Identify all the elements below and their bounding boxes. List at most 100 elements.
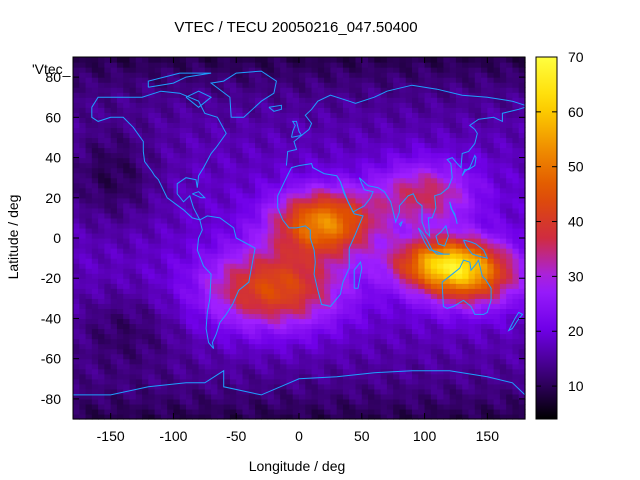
heatmap-cell — [512, 348, 520, 355]
heatmap-cell — [248, 147, 256, 154]
heatmap-cell — [342, 373, 350, 380]
heatmap-cell — [85, 378, 93, 385]
heatmap-cell — [374, 383, 382, 390]
heatmap-cell — [317, 253, 325, 259]
heatmap-cell — [123, 333, 131, 340]
heatmap-cell — [286, 72, 294, 78]
heatmap-cell — [455, 157, 463, 164]
heatmap-cell — [474, 263, 482, 269]
heatmap-cell — [267, 142, 275, 149]
heatmap-cell — [154, 253, 162, 259]
heatmap-cell — [311, 378, 319, 385]
heatmap-cell — [85, 328, 93, 335]
heatmap-cell — [399, 253, 407, 259]
heatmap-cell — [73, 258, 80, 264]
heatmap-cell — [73, 207, 80, 214]
heatmap-cell — [355, 393, 363, 400]
heatmap-cell — [386, 398, 394, 405]
heatmap-cell — [280, 383, 288, 390]
heatmap-cell — [229, 232, 237, 239]
heatmap-cell — [399, 132, 407, 139]
heatmap-cell — [135, 87, 143, 93]
heatmap-cell — [412, 353, 419, 360]
heatmap-cell — [468, 122, 476, 128]
heatmap-cell — [342, 268, 350, 274]
heatmap-cell — [223, 127, 231, 134]
heatmap-cell — [374, 248, 382, 254]
heatmap-cell — [374, 338, 382, 345]
heatmap-cell — [455, 112, 463, 118]
heatmap-cell — [173, 268, 181, 274]
heatmap-cell — [474, 373, 482, 380]
heatmap-cell — [405, 202, 413, 209]
heatmap-cell — [330, 137, 338, 144]
heatmap-cell — [236, 398, 244, 405]
heatmap-cell — [455, 328, 463, 335]
heatmap-cell — [449, 343, 457, 350]
heatmap-cell — [280, 298, 288, 304]
heatmap-cell — [167, 268, 175, 274]
heatmap-cell — [311, 393, 319, 400]
heatmap-cell — [455, 398, 463, 405]
heatmap-cell — [286, 97, 294, 103]
heatmap-cell — [116, 248, 124, 254]
heatmap-cell — [255, 167, 262, 174]
heatmap-cell — [192, 132, 200, 139]
heatmap-cell — [380, 398, 388, 405]
heatmap-cell — [399, 298, 407, 304]
heatmap-cell — [129, 333, 137, 340]
heatmap-cell — [324, 323, 331, 330]
heatmap-cell — [286, 358, 294, 365]
heatmap-cell — [443, 318, 451, 325]
heatmap-cell — [330, 232, 338, 239]
heatmap-cell — [217, 227, 225, 234]
heatmap-cell — [123, 107, 131, 113]
heatmap-cell — [267, 283, 275, 289]
heatmap-cell — [242, 127, 250, 134]
heatmap-cell — [462, 232, 470, 239]
heatmap-cell — [324, 177, 331, 184]
heatmap-cell — [493, 167, 501, 174]
heatmap-cell — [317, 92, 325, 98]
heatmap-cell — [204, 92, 212, 98]
heatmap-cell — [148, 238, 156, 244]
heatmap-cell — [317, 408, 325, 415]
heatmap-cell — [236, 363, 244, 370]
heatmap-cell — [443, 293, 451, 299]
heatmap-cell — [487, 278, 495, 284]
heatmap-cell — [292, 77, 300, 83]
heatmap-cell — [104, 273, 112, 279]
heatmap-cell — [349, 132, 357, 139]
heatmap-cell — [481, 147, 488, 154]
heatmap-cell — [305, 338, 313, 345]
heatmap-cell — [110, 162, 118, 169]
heatmap-cell — [506, 107, 514, 113]
heatmap-cell — [399, 283, 407, 289]
heatmap-cell — [430, 207, 438, 214]
heatmap-cell — [79, 177, 87, 184]
heatmap-cell — [424, 293, 432, 299]
heatmap-cell — [79, 293, 87, 299]
heatmap-cell — [292, 227, 300, 234]
heatmap-cell — [317, 398, 325, 405]
heatmap-cell — [336, 87, 344, 93]
heatmap-cell — [292, 353, 300, 360]
heatmap-cell — [148, 142, 156, 149]
heatmap-cell — [468, 82, 476, 88]
heatmap-cell — [242, 368, 250, 375]
heatmap-cell — [110, 408, 118, 415]
heatmap-cell — [186, 383, 193, 390]
heatmap-cell — [462, 403, 470, 410]
heatmap-cell — [135, 363, 143, 370]
heatmap-cell — [173, 67, 181, 73]
heatmap-cell — [305, 238, 313, 244]
heatmap-cell — [487, 167, 495, 174]
heatmap-cell — [186, 338, 193, 345]
heatmap-cell — [261, 142, 269, 149]
heatmap-cell — [518, 318, 526, 325]
heatmap-cell — [493, 92, 501, 98]
heatmap-cell — [255, 293, 262, 299]
heatmap-cell — [142, 132, 149, 139]
heatmap-cell — [236, 293, 244, 299]
heatmap-cell — [405, 253, 413, 259]
